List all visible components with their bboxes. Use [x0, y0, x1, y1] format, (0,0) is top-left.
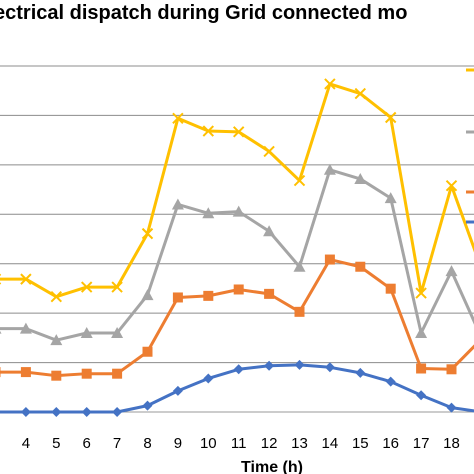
- data-point: [416, 363, 427, 374]
- data-point: [141, 227, 154, 240]
- data-point: [172, 385, 183, 396]
- data-point: [232, 126, 245, 138]
- data-point: [294, 306, 305, 317]
- data-point: [233, 284, 244, 295]
- data-point: [445, 180, 458, 192]
- x-tick-label: 7: [113, 435, 121, 452]
- data-point: [142, 400, 153, 411]
- data-point: [51, 370, 62, 381]
- data-point: [446, 364, 457, 375]
- data-point: [111, 281, 123, 293]
- data-point: [50, 290, 63, 303]
- data-point: [142, 346, 153, 357]
- data-point: [415, 287, 427, 299]
- data-point: [141, 289, 154, 301]
- data-point: [324, 254, 335, 265]
- data-point: [80, 281, 93, 293]
- data-point: [19, 322, 32, 334]
- data-point: [172, 112, 184, 124]
- data-point: [50, 334, 63, 346]
- data-point: [81, 368, 92, 379]
- data-point: [323, 163, 336, 175]
- data-point: [203, 373, 214, 384]
- series-line: [0, 258, 474, 378]
- data-point: [264, 288, 275, 299]
- data-point: [263, 225, 276, 237]
- data-point: [171, 198, 184, 210]
- x-axis-label: Time (h): [241, 459, 303, 474]
- data-point: [385, 283, 396, 294]
- data-point: [354, 87, 367, 100]
- data-point: [384, 111, 397, 124]
- data-point: [416, 390, 427, 401]
- x-tick-label: 9: [174, 435, 182, 452]
- data-point: [203, 290, 214, 301]
- data-point: [20, 367, 31, 378]
- x-tick-label: 11: [231, 435, 247, 452]
- data-point: [446, 402, 457, 413]
- data-point: [233, 364, 244, 375]
- data-point: [293, 260, 306, 272]
- data-point: [80, 326, 93, 338]
- x-tick-label: 12: [261, 435, 278, 452]
- data-point: [20, 407, 31, 417]
- data-point: [355, 261, 366, 272]
- data-point: [81, 407, 92, 417]
- data-point: [324, 362, 335, 373]
- x-tick-label: 18: [443, 435, 460, 452]
- data-point: [385, 376, 396, 387]
- data-point: [294, 359, 305, 370]
- chart-title: ectrical dispatch during Grid connected …: [0, 2, 408, 24]
- data-point: [445, 265, 458, 277]
- data-point: [354, 172, 367, 184]
- data-point: [384, 192, 397, 204]
- data-point: [355, 367, 366, 378]
- data-point: [111, 326, 124, 338]
- x-tick-label: 6: [83, 435, 91, 452]
- data-point: [202, 207, 215, 219]
- data-point: [20, 273, 32, 285]
- data-point: [51, 407, 62, 417]
- data-point: [232, 205, 245, 217]
- data-point: [112, 407, 123, 417]
- data-point: [263, 145, 275, 158]
- x-tick-label: 16: [382, 435, 399, 452]
- x-tick-label: 14: [322, 435, 339, 452]
- x-tick-label: 4: [22, 435, 30, 452]
- data-point: [0, 330, 2, 334]
- x-tick-label: 13: [291, 435, 308, 452]
- data-point: [415, 326, 428, 338]
- data-point: [0, 367, 1, 378]
- data-point: [264, 360, 275, 371]
- data-point: [202, 125, 215, 137]
- x-tick-label: 17: [413, 435, 430, 452]
- x-tick-label: 15: [352, 435, 369, 452]
- data-point: [324, 78, 336, 90]
- data-point: [172, 292, 183, 303]
- x-tick-label: 5: [52, 435, 60, 452]
- data-point: [0, 411, 1, 413]
- x-tick-label: 10: [200, 435, 217, 452]
- data-point: [112, 368, 123, 379]
- data-point: [293, 174, 306, 187]
- x-tick-label: 8: [143, 435, 151, 452]
